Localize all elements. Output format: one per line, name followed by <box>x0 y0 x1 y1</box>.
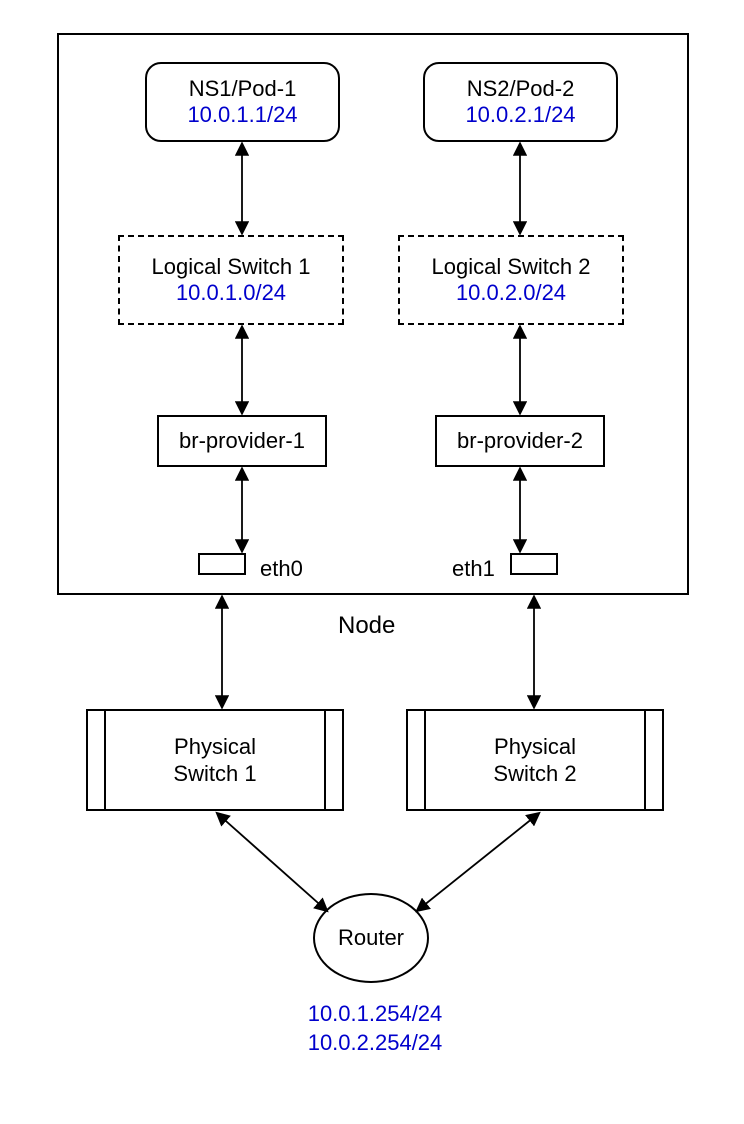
arrows-layer <box>0 0 744 1124</box>
network-diagram: NS1/Pod-1 10.0.1.1/24 NS2/Pod-2 10.0.2.1… <box>0 0 744 1124</box>
